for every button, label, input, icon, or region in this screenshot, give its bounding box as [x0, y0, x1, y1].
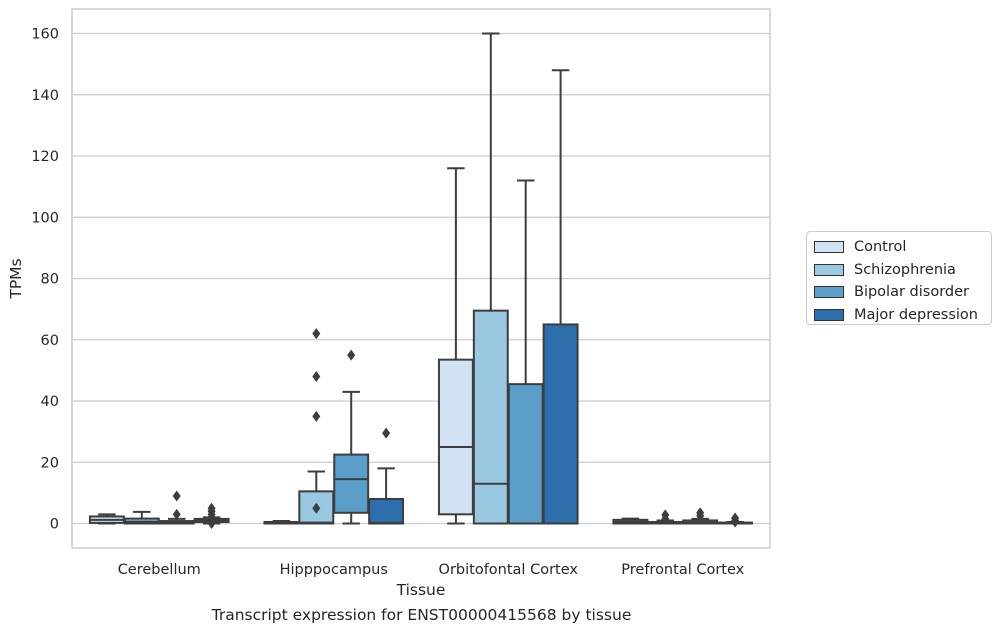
box-1-1 [298, 328, 335, 525]
box-0-2 [158, 490, 195, 525]
plot-frame [71, 8, 771, 549]
legend-swatch [814, 263, 844, 276]
box-body [542, 323, 579, 525]
box-3-1 [647, 509, 684, 525]
outlier-point [731, 512, 740, 524]
outlier-point [312, 410, 321, 422]
y-tick-label: 120 [31, 149, 59, 165]
box-0-0 [88, 513, 125, 525]
outlier-point [347, 349, 356, 361]
legend-item: Schizophrenia [814, 259, 991, 282]
box-3-0 [612, 517, 649, 525]
outlier-point [207, 502, 216, 514]
outlier-point [312, 371, 321, 382]
box-body [472, 309, 509, 525]
box-2-3 [542, 69, 579, 525]
legend-swatch [814, 286, 844, 299]
legend-label: Bipolar disorder [854, 284, 969, 301]
legend-label: Major depression [854, 306, 978, 323]
legend-swatch [814, 308, 844, 321]
x-axis-label: Tissue [396, 581, 446, 599]
box-0-1 [123, 510, 160, 525]
box-1-2 [333, 349, 370, 525]
outlier-point [312, 328, 321, 340]
outlier-point [172, 508, 181, 520]
x-tick-label: Cerebellum [118, 562, 201, 578]
y-tick-label: 0 [50, 517, 59, 533]
box-3-2 [682, 507, 719, 525]
box-0-3 [193, 502, 230, 529]
outlier-point [312, 502, 321, 514]
x-tick-label: Orbitofontal Cortex [439, 562, 579, 578]
box-body [333, 453, 370, 514]
outlier-point [382, 427, 391, 439]
y-tick-label: 60 [41, 333, 59, 349]
y-tick-label: 20 [41, 455, 59, 471]
y-tick-labels: 0 20 40 60 80 100 120 140 160 [31, 27, 59, 533]
box-1-3 [368, 427, 405, 525]
y-tick-label: 40 [41, 394, 59, 410]
legend-item: Major depression [814, 304, 991, 327]
legend-label: Control [854, 239, 907, 256]
x-tick-label: Prefrontal Cortex [621, 562, 744, 578]
legend-item: Bipolar disorder [814, 281, 991, 304]
outlier-point [661, 509, 670, 521]
outlier-point [696, 507, 705, 519]
box-body [437, 358, 474, 516]
box-body [368, 498, 405, 525]
box-2-0 [437, 167, 474, 525]
x-tick-label: Hipppocampus [280, 562, 388, 578]
box-3-3 [717, 512, 754, 528]
x-tick-labels: Cerebellum Hipppocampus Orbitofontal Corte… [118, 562, 745, 578]
chart-caption: Transcript expression for ENST0000041556… [211, 606, 632, 624]
gridlines [72, 32, 770, 525]
box-plots [88, 32, 754, 529]
box-1-0 [263, 520, 300, 525]
y-tick-label: 160 [31, 27, 59, 43]
box-body [507, 383, 544, 525]
legend: Control Schizophrenia Bipolar disorder Majo… [806, 231, 992, 325]
legend-item: Control [814, 236, 991, 259]
legend-swatch [814, 241, 844, 254]
outlier-point [172, 490, 181, 502]
y-tick-label: 140 [31, 88, 59, 104]
y-tick-label: 100 [31, 210, 59, 226]
box-2-2 [507, 179, 544, 525]
legend-label: Schizophrenia [854, 261, 956, 278]
y-tick-label: 80 [41, 272, 59, 288]
y-axis-label: TPMs [7, 258, 25, 299]
box-2-1 [472, 32, 509, 525]
